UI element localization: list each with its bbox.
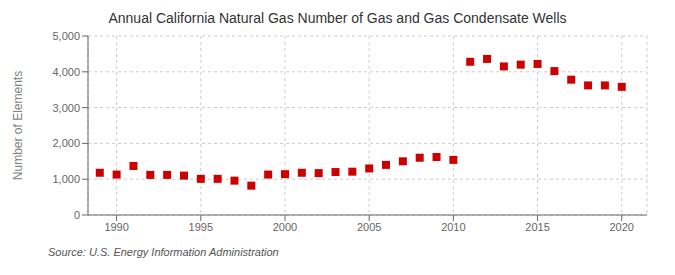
svg-text:0: 0 [74,209,80,221]
svg-text:2010: 2010 [441,221,465,233]
svg-text:2,000: 2,000 [52,137,80,149]
svg-text:2015: 2015 [525,221,549,233]
html-text:Source: U.S. Energy Informatio: Source: U.S. Energy Information Administ… [48,246,279,258]
svg-text:1990: 1990 [104,221,128,233]
svg-text:3,000: 3,000 [52,102,80,114]
svg-text:4,000: 4,000 [52,66,80,78]
svg-text:2020: 2020 [610,221,634,233]
svg-text:1,000: 1,000 [52,173,80,185]
svg-text:2005: 2005 [357,221,381,233]
svg-text:2000: 2000 [273,221,297,233]
svg-text:5,000: 5,000 [52,30,80,42]
svg-text:Number of Elements: Number of Elements [11,71,25,180]
svg-text:1995: 1995 [189,221,213,233]
html-text:Annual California Natural Gas: Annual California Natural Gas Number of … [108,10,567,26]
